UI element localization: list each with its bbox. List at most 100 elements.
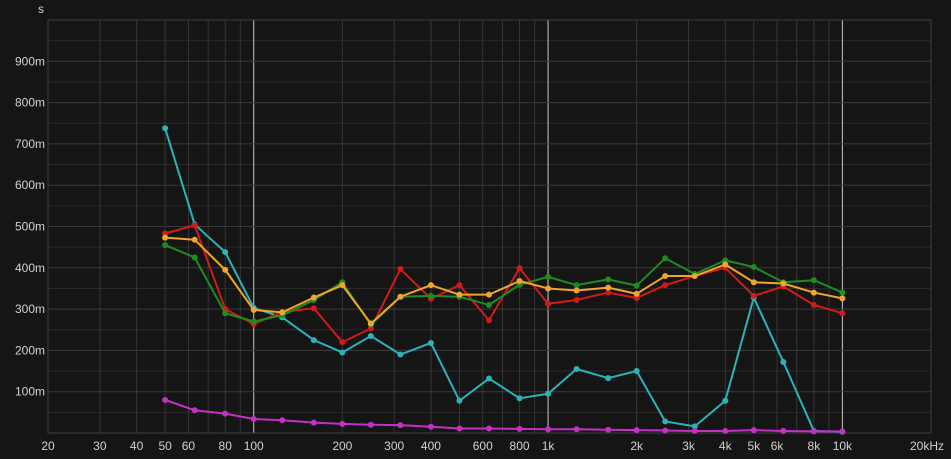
x-tick-label: 40: [130, 439, 144, 453]
data-point: [456, 397, 463, 404]
data-point: [486, 317, 493, 324]
data-point: [722, 427, 729, 434]
data-point: [516, 425, 523, 432]
x-tick-label: 20kHz: [910, 439, 944, 453]
data-point: [573, 365, 580, 372]
data-point: [162, 234, 169, 241]
data-point: [339, 339, 346, 346]
data-point: [162, 230, 169, 237]
data-point: [222, 249, 229, 256]
data-point: [633, 427, 640, 434]
x-tick-label: 80: [219, 439, 233, 453]
data-point: [750, 263, 757, 270]
x-axis-labels: 20 30 40 50 60 80 100 200 300 400 600 800 1k 2k 3k 4k 5k…: [41, 439, 944, 453]
data-point: [397, 422, 404, 429]
data-point: [191, 236, 198, 243]
series-3: [162, 234, 846, 327]
series-line: [165, 236, 843, 325]
data-point: [339, 349, 346, 356]
data-point: [573, 426, 580, 433]
data-point: [839, 295, 846, 302]
data-point: [367, 320, 374, 327]
data-point: [722, 257, 729, 264]
y-tick-label: 900m: [15, 54, 45, 68]
data-point: [780, 358, 787, 365]
y-axis-unit-label: s: [38, 2, 44, 16]
data-point: [310, 305, 317, 312]
data-point: [456, 282, 463, 289]
data-point: [605, 284, 612, 291]
data-point: [250, 415, 257, 422]
x-tick-label: 200: [332, 439, 352, 453]
x-tick-label: 100: [244, 439, 264, 453]
data-point: [367, 332, 374, 339]
data-point: [456, 291, 463, 298]
plot-border: [47, 19, 932, 434]
x-tick-label: 1k: [542, 439, 556, 453]
x-tick-label: 6k: [771, 439, 785, 453]
y-tick-label: 600m: [15, 178, 45, 192]
data-point: [486, 301, 493, 308]
data-point: [545, 300, 552, 307]
x-tick-label: 30: [93, 439, 107, 453]
series-line: [164, 244, 843, 326]
x-tick-label: 400: [421, 439, 441, 453]
data-point: [605, 375, 612, 382]
x-tick-label: 4k: [719, 439, 733, 453]
data-point: [545, 426, 552, 433]
x-tick-label: 300: [384, 439, 404, 453]
data-point: [397, 293, 404, 300]
grid: [47, 19, 932, 434]
series-line: [164, 399, 843, 433]
data-point: [191, 254, 198, 261]
y-tick-label: 400m: [15, 261, 45, 275]
data-point: [516, 278, 523, 285]
data-point: [662, 427, 669, 434]
data-point: [250, 306, 257, 313]
y-tick-label: 300m: [15, 302, 45, 316]
data-point: [162, 242, 169, 249]
data-point: [573, 282, 580, 289]
y-tick-label: 700m: [15, 137, 45, 151]
data-point: [605, 289, 612, 296]
y-tick-label: 800m: [15, 96, 45, 110]
data-point: [662, 273, 669, 280]
data-point: [691, 427, 698, 434]
data-point: [662, 282, 669, 289]
data-point: [516, 265, 523, 272]
x-tick-label: 2k: [630, 439, 644, 453]
data-point: [810, 277, 817, 284]
data-point: [810, 289, 817, 296]
x-tick-label: 800: [510, 439, 530, 453]
x-tick-label: 8k: [808, 439, 822, 453]
x-tick-label: 10k: [833, 439, 853, 453]
data-point: [810, 301, 817, 308]
data-point: [722, 397, 729, 404]
data-point: [839, 310, 846, 317]
data-point: [633, 368, 640, 375]
y-tick-label: 100m: [15, 385, 45, 399]
data-point: [162, 396, 169, 403]
data-point: [310, 337, 317, 344]
data-point: [545, 285, 552, 292]
data-point: [516, 395, 523, 402]
data-point: [573, 297, 580, 304]
data-point: [427, 282, 434, 289]
data-point: [780, 427, 787, 434]
data-point: [605, 426, 612, 433]
data-point: [339, 420, 346, 427]
data-point: [810, 428, 817, 435]
data-point: [310, 419, 317, 426]
x-tick-label: 3k: [682, 439, 696, 453]
data-point: [545, 390, 552, 397]
data-point: [427, 423, 434, 430]
series-group: [162, 125, 846, 435]
data-point: [339, 282, 346, 289]
data-point: [162, 125, 169, 132]
data-point: [633, 290, 640, 297]
y-tick-label: 200m: [15, 343, 45, 357]
data-point: [367, 421, 374, 428]
data-point: [545, 273, 552, 280]
data-point: [750, 292, 757, 299]
